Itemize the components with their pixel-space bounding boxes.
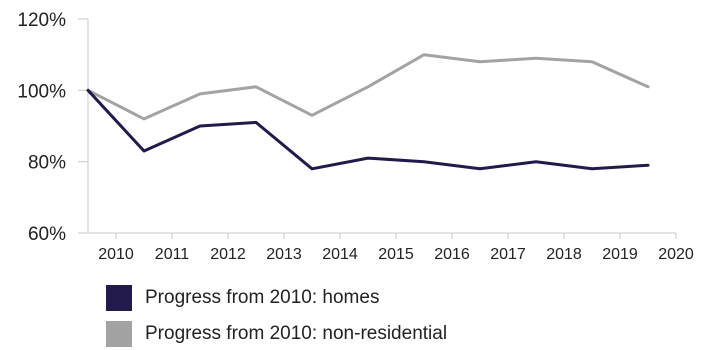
x-tick-label: 2011 (155, 246, 190, 263)
y-tick-label: 60% (28, 224, 66, 245)
x-tick-label: 2010 (98, 246, 134, 263)
x-tick-label: 2014 (322, 246, 358, 263)
legend-label-homes: Progress from 2010: homes (145, 287, 380, 308)
x-tick-label: 2019 (602, 246, 638, 263)
y-tick-label: 120% (17, 10, 66, 31)
legend: Progress from 2010: homes Progress from … (106, 285, 447, 350)
series-line-non-residential (86, 53, 650, 121)
x-tick-label: 2017 (490, 246, 526, 263)
legend-swatch-homes (106, 285, 132, 311)
line-chart: 60% 80% 100% 120% 2010 2011 2012 2013 2014 2015 20… (17, 10, 694, 263)
x-tick-label: 2018 (546, 246, 582, 263)
y-tick-label: 100% (17, 81, 66, 102)
legend-item-homes: Progress from 2010: homes (106, 285, 447, 311)
legend-swatch-non-residential (106, 321, 132, 347)
x-tick-label: 2015 (378, 246, 414, 263)
series-lines (86, 53, 650, 171)
x-tick-label: 2020 (658, 246, 694, 263)
x-tick-label: 2016 (434, 246, 470, 263)
axes: 60% 80% 100% 120% 2010 2011 2012 2013 2014 2015 20… (17, 10, 694, 263)
legend-item-non-residential: Progress from 2010: non-residential (106, 321, 447, 347)
x-tick-label: 2013 (266, 246, 302, 263)
x-tick-label: 2012 (210, 246, 246, 263)
series-line-homes (86, 88, 650, 171)
legend-label-non-residential: Progress from 2010: non-residential (145, 323, 448, 344)
y-tick-label: 80% (28, 153, 66, 174)
